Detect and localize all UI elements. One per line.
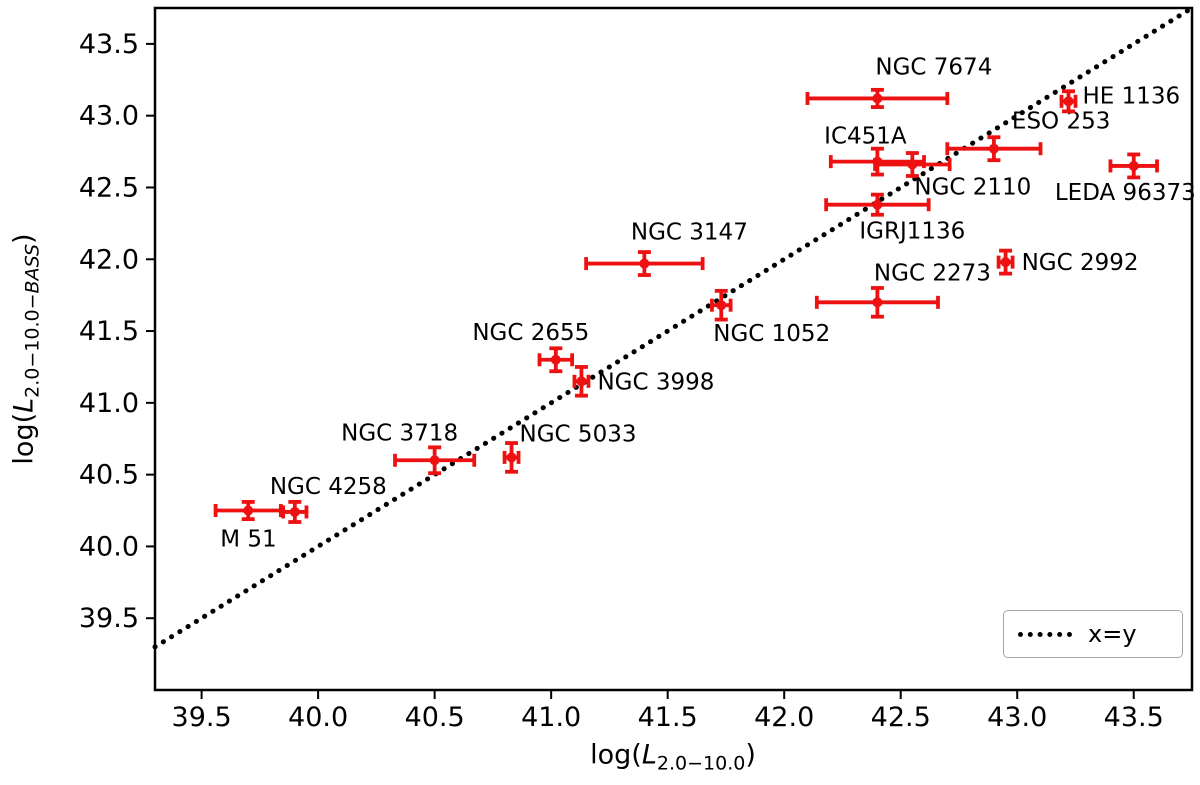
point-label: ESO 253 <box>1012 109 1110 135</box>
x-tick-label: 40.0 <box>288 702 348 733</box>
x-tick-label: 41.0 <box>521 702 581 733</box>
data-point-marker <box>872 297 883 308</box>
point-label: NGC 1052 <box>713 321 830 347</box>
x-axis-title: log(L2.0−10.0) <box>590 739 756 774</box>
data-point-marker <box>716 300 727 311</box>
y-axis-title-subscript: 2.0−10.0−BASS <box>22 244 44 398</box>
y-axis-title-variable: L <box>8 397 40 413</box>
point-label: NGC 2110 <box>914 175 1031 201</box>
point-label: NGC 3998 <box>597 369 714 395</box>
point-label: IGRJ1136 <box>859 219 965 245</box>
axes-frame <box>153 6 1194 692</box>
x-axis-title-suffix: ) <box>745 739 756 771</box>
data-point-marker <box>872 93 883 104</box>
data-point-marker <box>907 159 918 170</box>
y-tick-label: 41.5 <box>79 316 139 347</box>
x-axis-title-subscript: 2.0−10.0 <box>657 753 745 775</box>
y-tick-label: 39.5 <box>79 603 139 634</box>
x-tick-label: 39.5 <box>172 702 232 733</box>
legend: x=y <box>1003 610 1183 658</box>
data-point-marker <box>576 376 587 387</box>
y-axis-subscript-text: 2.0−10.0− <box>21 293 44 398</box>
x-axis-title-variable: L <box>641 739 657 771</box>
x-equals-y-line <box>152 5 1195 650</box>
data-point-marker <box>429 455 440 466</box>
y-tick-label: 43.0 <box>79 101 139 132</box>
data-point-marker <box>289 506 300 517</box>
point-label: NGC 3147 <box>631 220 748 246</box>
data-point-marker <box>1128 160 1139 171</box>
x-tick-label: 43.5 <box>1104 702 1164 733</box>
y-tick-label: 40.5 <box>79 460 139 491</box>
y-tick-label: 42.5 <box>79 172 139 203</box>
data-point-marker <box>988 143 999 154</box>
point-label: NGC 7674 <box>875 54 992 80</box>
data-point-marker <box>872 199 883 210</box>
data-point-marker <box>550 354 561 365</box>
y-axis-subscript-italic: BASS <box>21 243 44 294</box>
x-tick-label: 42.0 <box>754 702 814 733</box>
x-tick-label: 43.0 <box>987 702 1047 733</box>
x-tick-label: 42.5 <box>871 702 931 733</box>
x-tick-label: 40.5 <box>405 702 465 733</box>
data-point-marker <box>243 505 254 516</box>
y-tick-label: 43.5 <box>79 29 139 60</box>
point-label: NGC 5033 <box>520 421 637 447</box>
point-label: NGC 2655 <box>472 320 589 346</box>
point-label: LEDA 96373 <box>1055 180 1196 206</box>
y-axis-title-prefix: log( <box>8 412 40 465</box>
point-label: IC451A <box>824 124 907 150</box>
data-point-marker <box>1063 96 1074 107</box>
legend-dotted-line-sample <box>1018 631 1072 637</box>
point-label: M 51 <box>220 527 276 553</box>
data-point-marker <box>1000 257 1011 268</box>
data-point-marker <box>506 452 517 463</box>
point-label: NGC 2992 <box>1022 250 1139 276</box>
y-tick-label: 41.0 <box>79 388 139 419</box>
x-axis-subscript-text: 2.0−10.0 <box>656 752 746 775</box>
point-label: NGC 4258 <box>270 474 387 500</box>
point-label: NGC 3718 <box>341 420 458 446</box>
y-tick-label: 40.0 <box>79 531 139 562</box>
point-label: NGC 2273 <box>874 260 991 286</box>
legend-label: x=y <box>1088 620 1137 648</box>
data-point-marker <box>639 258 650 269</box>
point-label: HE 1136 <box>1082 83 1180 109</box>
y-tick-label: 42.0 <box>79 244 139 275</box>
x-tick-label: 41.5 <box>638 702 698 733</box>
y-axis-title: log(L2.0−10.0−BASS) <box>8 233 43 464</box>
x-axis-title-prefix: log( <box>590 739 642 771</box>
y-axis-title-suffix: ) <box>8 233 40 244</box>
